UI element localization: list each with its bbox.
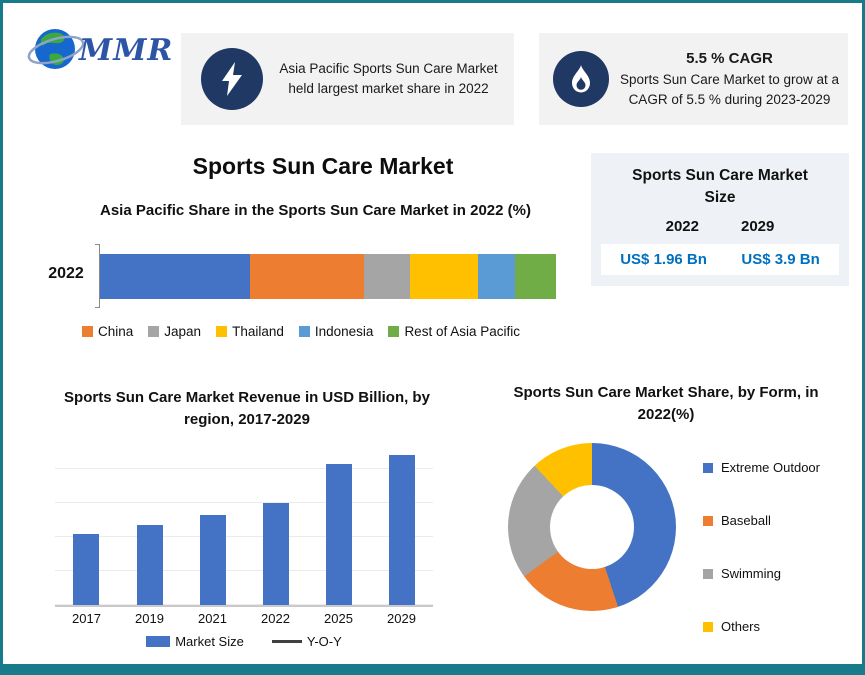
swatch-marker (146, 636, 171, 647)
x-tick-label: 2019 (135, 611, 164, 626)
revenue-bar-2025 (325, 464, 352, 605)
legend-label: Thailand (232, 324, 284, 339)
legend-item-thailand: Thailand (216, 324, 284, 339)
legend-label: China (98, 324, 134, 339)
legend-item-rest-of-asia-pacific: Rest of Asia Pacific (388, 324, 520, 339)
stacked-segment-thailand (410, 254, 479, 299)
lightning-bolt-icon (222, 62, 242, 96)
market-size-2022-value: US$ 1.96 Bn (620, 250, 707, 268)
x-tick-label: 2029 (387, 611, 416, 626)
revenue-bar-2019 (136, 525, 163, 605)
flame-icon-circle (553, 51, 609, 107)
legend-item-others: Others (703, 619, 820, 634)
cagr-value: 5.5 % CAGR (686, 49, 773, 67)
legend-label: Rest of Asia Pacific (404, 324, 520, 339)
legend-item-japan: Japan (148, 324, 201, 339)
stacked-segment-unlabeled (100, 254, 251, 299)
donut-hole (550, 485, 634, 569)
revenue-chart-title: Sports Sun Care Market Revenue in USD Bi… (64, 389, 430, 428)
legend-label: Baseball (721, 513, 771, 528)
year-2029-label: 2029 (741, 217, 775, 235)
legend-label: Swimming (721, 566, 781, 581)
revenue-plot (55, 435, 433, 607)
market-size-2029-value: US$ 3.9 Bn (741, 250, 820, 268)
stacked-segment-china (250, 254, 365, 299)
swatch-marker (703, 568, 713, 579)
swatch-marker (703, 621, 713, 632)
share-legend: China Japan Thailand Indonesia Rest of Asia … (41, 324, 561, 339)
page-title: Sports Sun Care Market (192, 153, 454, 179)
x-tick-label: 2022 (261, 611, 290, 626)
legend-item-swimming: Swimming (703, 566, 820, 581)
form-legend: Extreme Outdoor Baseball Swimming Others (703, 460, 820, 634)
stacked-segment-japan (364, 254, 411, 299)
legend-label: Extreme Outdoor (721, 460, 820, 475)
swatch-marker (298, 326, 310, 337)
globe-icon (27, 29, 85, 69)
legend-item-y-o-y: Y-O-Y (271, 634, 342, 649)
share-axis-label: 2022 (48, 265, 84, 282)
revenue-legend: Market Size Y-O-Y (55, 634, 433, 649)
share-chart-title: Asia Pacific Share in the Sports Sun Car… (100, 202, 531, 219)
revenue-x-labels: 2017 2019 2021 2022 2025 2029 (55, 611, 433, 626)
legend-item-baseball: Baseball (703, 513, 820, 528)
swatch-marker (703, 462, 713, 473)
x-tick-label: 2025 (324, 611, 353, 626)
swatch-marker (82, 326, 93, 337)
x-tick-label: 2021 (198, 611, 227, 626)
swatch-marker (388, 326, 400, 337)
panel-values: US$ 1.96 Bn US$ 3.9 Bn (601, 243, 839, 275)
highlight-card-cagr: 5.5 % CAGR Sports Sun Care Market to gro… (539, 33, 848, 125)
bottom-border-strip (3, 664, 862, 672)
swatch-marker (216, 326, 228, 337)
legend-item-china: China (82, 324, 133, 339)
panel-years: 2022 2029 (591, 218, 849, 235)
stacked-bar (100, 254, 556, 299)
share-axis-line (95, 244, 104, 308)
flame-icon (572, 65, 590, 93)
revenue-bar-2017 (73, 534, 100, 605)
stacked-segment-indonesia (478, 254, 515, 299)
swatch-marker (703, 515, 713, 526)
year-2022-label: 2022 (665, 217, 699, 235)
legend-item-indonesia: Indonesia (298, 324, 374, 339)
legend-item-market-size: Market Size (146, 634, 244, 649)
legend-label: Y-O-Y (306, 634, 342, 649)
highlight-text: Asia Pacific Sports Sun Care Market held… (279, 60, 498, 96)
market-size-panel: Sports Sun Care Market Size 2022 2029 US… (591, 153, 849, 286)
lightning-icon-circle (201, 48, 263, 110)
x-tick-label: 2017 (72, 611, 101, 626)
highlight-card-market-share: Asia Pacific Sports Sun Care Market held… (181, 33, 514, 125)
legend-label: Indonesia (314, 324, 374, 339)
legend-item-extreme-outdoor: Extreme Outdoor (703, 460, 820, 475)
stacked-segment-rest-of-asia-pacific (514, 254, 556, 299)
revenue-bar-2021 (199, 515, 226, 605)
form-chart-title: Sports Sun Care Market Share, by Form, i… (513, 384, 819, 423)
logo-text: MMR (79, 32, 174, 68)
revenue-bar-2022 (262, 503, 289, 605)
legend-label: Japan (164, 324, 202, 339)
revenue-bar-2029 (388, 455, 415, 605)
panel-title: Sports Sun Care Market Size (632, 167, 808, 207)
mmr-logo: MMR (27, 21, 173, 79)
highlight-text: Sports Sun Care Market to grow at a CAGR… (619, 72, 840, 108)
line-marker (271, 640, 302, 643)
legend-label: Others (721, 619, 761, 634)
legend-label: Market Size (175, 634, 244, 649)
swatch-marker (148, 326, 160, 337)
form-donut (508, 443, 676, 611)
